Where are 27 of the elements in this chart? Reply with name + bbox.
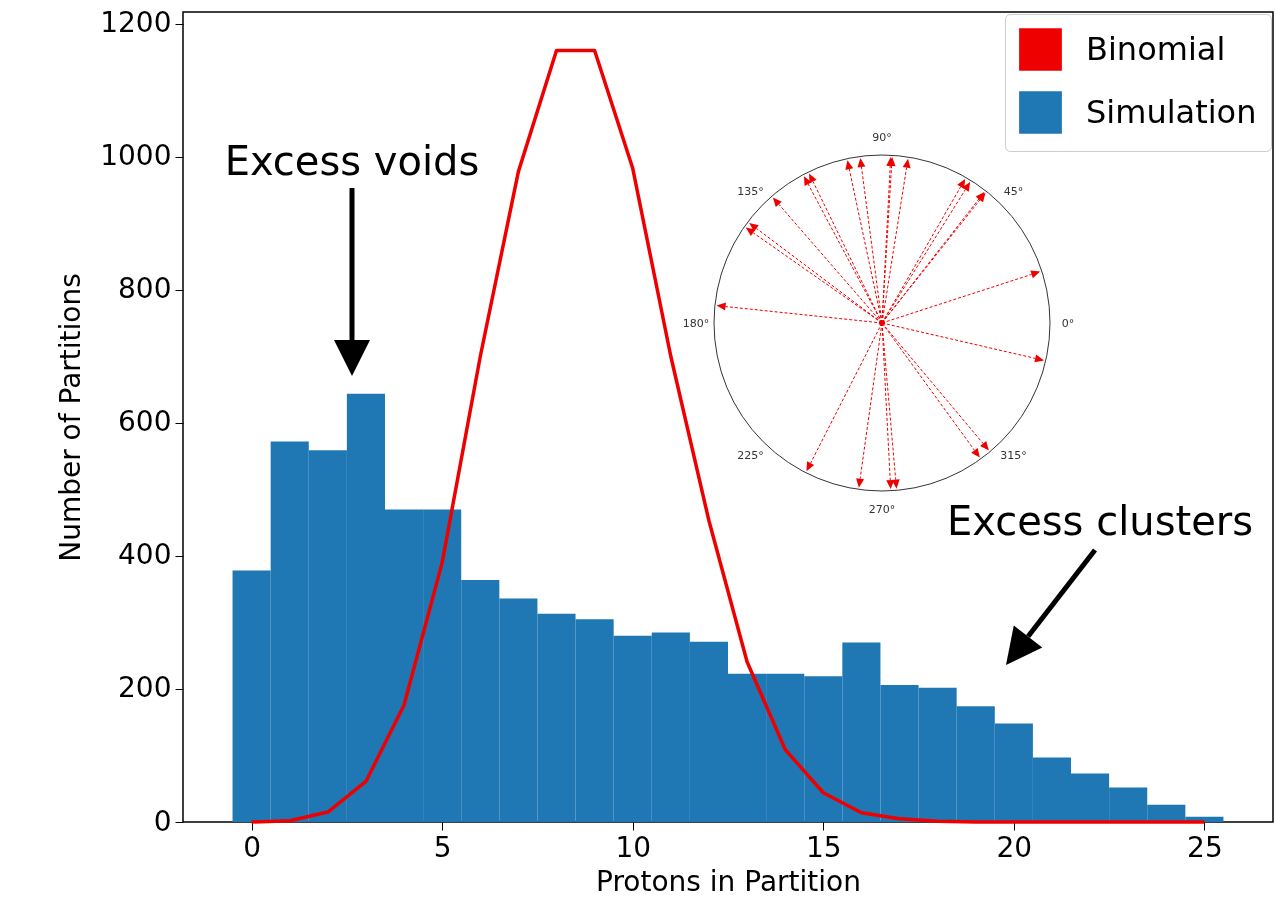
y-tick-label: 1200	[100, 6, 172, 40]
annotation: Excess clusters	[946, 498, 1254, 544]
annotation: 315°	[1000, 448, 1027, 462]
x-tick-label: 20	[996, 830, 1033, 864]
annotation: 90°	[872, 131, 892, 144]
y-tick-label: 200	[118, 671, 172, 705]
annotation: 180°	[682, 317, 710, 330]
y-tick-label: 400	[118, 538, 172, 572]
y-tick-label: 1000	[100, 139, 172, 173]
annotation: 225°	[737, 448, 764, 462]
annotation: 135°	[737, 185, 764, 199]
x-tick-label: 0	[243, 830, 262, 864]
annotation: 270°	[868, 503, 896, 516]
x-axis-title: Protons in Partition	[596, 864, 861, 898]
annotation: Excess voids	[224, 138, 480, 184]
x-tick-label: 15	[805, 830, 842, 864]
y-tick-label: 800	[118, 272, 172, 306]
y-axis-title: Number of Partitions	[54, 273, 88, 562]
annotation: 45°	[1003, 185, 1024, 199]
x-tick-label: 10	[615, 830, 652, 864]
legend-label: Binomial	[1086, 29, 1226, 68]
y-tick-label: 600	[118, 405, 172, 439]
annotation: 0°	[1061, 317, 1075, 330]
legend-label: Simulation	[1086, 92, 1257, 131]
x-tick-label: 5	[433, 830, 452, 864]
x-tick-label: 25	[1187, 830, 1223, 864]
y-tick-label: 0	[153, 804, 172, 838]
